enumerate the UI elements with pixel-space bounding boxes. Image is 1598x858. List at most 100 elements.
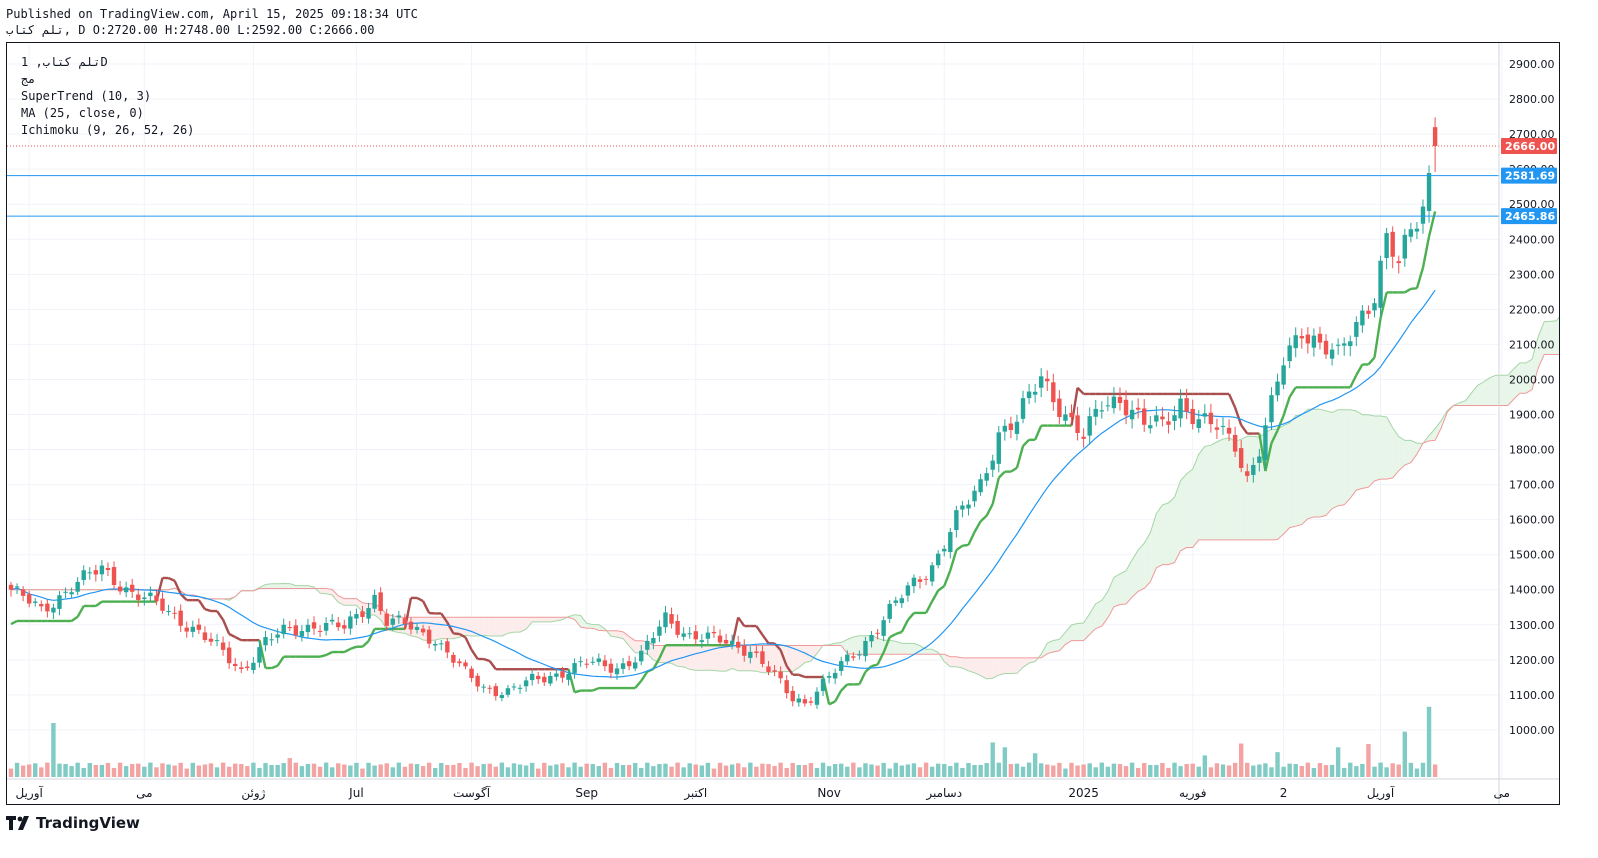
candle-body[interactable] [887,603,892,619]
candle-body[interactable] [1202,413,1208,417]
candle-body[interactable] [863,640,868,657]
candle-body[interactable] [590,661,595,663]
candle-body[interactable] [402,618,408,625]
candle-body[interactable] [1342,343,1347,346]
candle-body[interactable] [960,505,965,510]
candle-body[interactable] [1184,398,1189,412]
candle-body[interactable] [1166,421,1171,425]
candle-body[interactable] [214,640,220,642]
candle-body[interactable] [366,608,371,619]
candle-body[interactable] [1081,436,1086,439]
candle-body[interactable] [784,680,789,694]
candle-body[interactable] [1390,231,1395,257]
candle-body[interactable] [239,667,244,669]
candle-body[interactable] [1317,333,1323,343]
candle-body[interactable] [8,584,14,590]
candle-body[interactable] [857,654,862,656]
candle-body[interactable] [693,631,698,640]
candle-body[interactable] [93,570,99,575]
candle-body[interactable] [1323,340,1329,355]
candle-body[interactable] [1172,415,1177,421]
candle-body[interactable] [245,666,250,669]
candle-body[interactable] [1299,336,1304,339]
legend-ma[interactable]: MA (25, close, 0) [21,106,144,120]
candle-body[interactable] [1378,260,1383,308]
candle-body[interactable] [869,635,874,642]
legend-ichimoku[interactable]: Ichimoku (9, 26, 52, 26) [21,123,195,137]
candle-body[interactable] [1111,396,1117,409]
candle-body[interactable] [778,671,783,679]
candle-body[interactable] [1148,425,1153,429]
candle-body[interactable] [796,698,801,703]
candle-body[interactable] [948,532,953,553]
candle-body[interactable] [826,676,832,678]
candle-body[interactable] [675,620,680,635]
candle-body[interactable] [511,686,517,688]
candle-body[interactable] [651,638,656,644]
candle-body[interactable] [1232,434,1238,452]
candle-body[interactable] [832,672,838,679]
candle-body[interactable] [1008,423,1014,431]
candle-body[interactable] [287,627,292,629]
candle-body[interactable] [445,641,450,653]
candle-body[interactable] [978,479,983,493]
candle-body[interactable] [1263,425,1268,461]
candle-body[interactable] [1117,396,1123,404]
candle-body[interactable] [1257,456,1262,463]
candle-body[interactable] [208,638,214,642]
candle-body[interactable] [408,621,414,630]
candle-body[interactable] [560,671,565,678]
candle-body[interactable] [1402,234,1407,259]
candle-body[interactable] [257,647,262,663]
candle-body[interactable] [523,680,529,687]
candle-body[interactable] [529,673,535,681]
candle-body[interactable] [608,663,614,673]
candle-body[interactable] [748,651,753,658]
candle-body[interactable] [463,662,468,667]
candle-body[interactable] [772,670,777,672]
candle-body[interactable] [1408,229,1414,237]
candle-body[interactable] [384,613,389,626]
candle-body[interactable] [1032,391,1038,395]
candle-body[interactable] [105,568,111,571]
candle-body[interactable] [329,619,335,622]
candle-body[interactable] [1093,408,1098,417]
candle-body[interactable] [311,622,317,629]
candle-body[interactable] [57,595,62,609]
candle-body[interactable] [475,675,480,687]
candle-body[interactable] [178,610,183,626]
candle-body[interactable] [1226,427,1232,434]
candle-body[interactable] [1045,378,1050,382]
candle-body[interactable] [45,603,50,612]
candle-body[interactable] [33,601,38,603]
candle-body[interactable] [942,548,947,552]
candle-body[interactable] [899,598,905,604]
candle-body[interactable] [305,624,311,633]
candle-body[interactable] [990,460,995,470]
candle-body[interactable] [26,594,32,604]
candle-body[interactable] [1051,382,1056,403]
candle-body[interactable] [578,661,583,663]
candle-body[interactable] [1069,412,1074,418]
candle-body[interactable] [626,661,632,667]
candle-body[interactable] [426,629,432,644]
candle-body[interactable] [996,432,1001,464]
candle-body[interactable] [63,591,68,593]
candle-body[interactable] [699,640,705,642]
candle-body[interactable] [190,626,195,632]
candle-body[interactable] [1154,415,1159,422]
candle-body[interactable] [457,661,462,664]
candle-body[interactable] [123,587,129,593]
candle-body[interactable] [554,673,559,677]
candle-body[interactable] [172,612,177,614]
candle-body[interactable] [669,614,674,624]
candle-body[interactable] [917,579,923,582]
candle-body[interactable] [378,592,383,611]
candle-body[interactable] [1311,335,1317,348]
candle-body[interactable] [1014,421,1020,434]
candle-body[interactable] [75,581,80,592]
candle-body[interactable] [487,687,492,689]
candle-body[interactable] [281,624,286,635]
candle-body[interactable] [220,642,226,650]
candle-body[interactable] [81,570,86,581]
